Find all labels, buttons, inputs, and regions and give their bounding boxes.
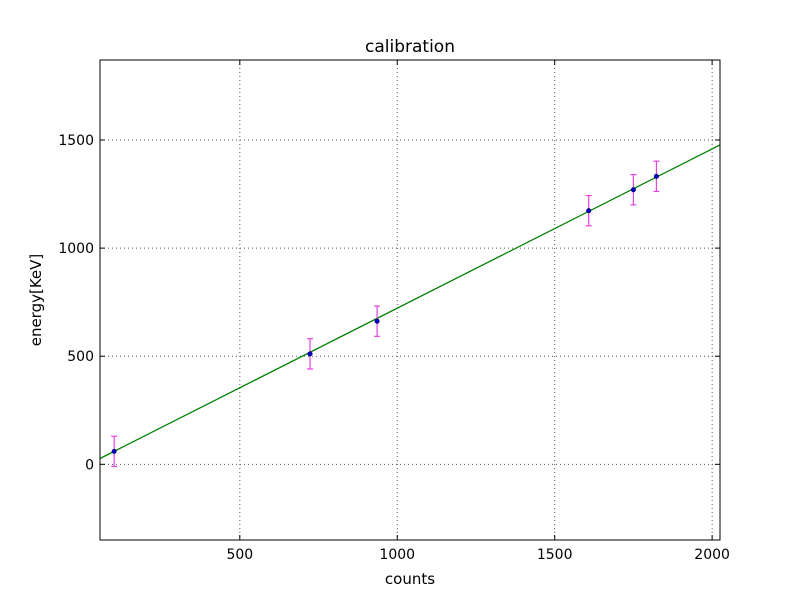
x-axis-label: counts bbox=[385, 570, 435, 588]
data-point bbox=[653, 173, 659, 179]
x-axis-ticks: 500 1000 1500 2000 bbox=[226, 60, 730, 563]
data-point bbox=[630, 187, 636, 193]
y-axis-ticks: 0 500 1000 1500 bbox=[58, 133, 720, 473]
data-point bbox=[307, 351, 313, 357]
fit-line bbox=[99, 144, 721, 460]
x-tick-label: 1000 bbox=[379, 547, 415, 563]
x-tick-label: 2000 bbox=[694, 547, 730, 563]
chart-title: calibration bbox=[365, 37, 455, 57]
plot-frame bbox=[99, 59, 721, 541]
data-point bbox=[111, 448, 117, 454]
data-point bbox=[374, 318, 380, 324]
data-point bbox=[586, 208, 592, 214]
data-points bbox=[111, 173, 659, 454]
y-axis-label: energy[KeV] bbox=[27, 254, 45, 347]
y-tick-label: 1500 bbox=[58, 133, 94, 149]
y-tick-label: 0 bbox=[85, 457, 94, 473]
y-tick-label: 500 bbox=[67, 349, 94, 365]
grid-lines bbox=[100, 60, 720, 540]
x-tick-label: 1500 bbox=[537, 547, 573, 563]
fit-line-group bbox=[99, 144, 721, 460]
y-tick-label: 1000 bbox=[58, 241, 94, 257]
x-tick-label: 500 bbox=[226, 547, 253, 563]
